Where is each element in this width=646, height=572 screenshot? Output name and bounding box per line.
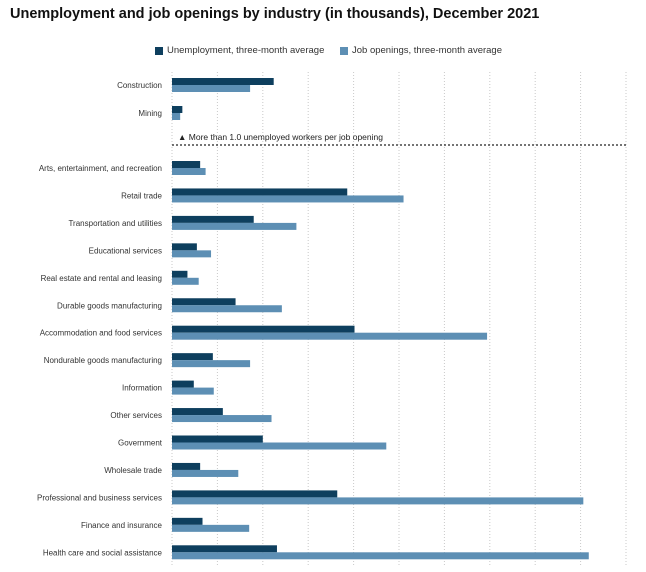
bar-unemployment	[172, 270, 188, 278]
category-label: Retail trade	[121, 191, 162, 200]
bar-job-openings	[172, 387, 214, 395]
bar-job-openings	[172, 552, 589, 560]
bar-job-openings	[172, 85, 251, 92]
category-label: Educational services	[89, 246, 162, 255]
bar-unemployment	[172, 490, 338, 498]
bar-job-openings	[172, 524, 250, 532]
legend-swatch-unemployment	[155, 46, 163, 55]
bar-job-openings	[172, 415, 272, 423]
bar-unemployment	[172, 298, 236, 306]
bar-unemployment	[172, 353, 213, 361]
bar-unemployment	[172, 517, 203, 525]
category-label: Professional and business services	[37, 493, 162, 502]
category-label: Nondurable goods manufacturing	[44, 356, 162, 365]
category-label: Finance and insurance	[81, 521, 162, 530]
bar-unemployment	[172, 380, 194, 388]
legend-label-job-openings: Job openings, three-month average	[352, 45, 502, 56]
bar-job-openings	[172, 360, 251, 368]
legend-item-job-openings: Job openings, three-month average	[340, 45, 502, 56]
legend: Unemployment, three-month average Job op…	[0, 45, 646, 59]
bar-job-openings	[172, 469, 239, 477]
bar-job-openings	[172, 277, 199, 285]
annotation-text: ▲ More than 1.0 unemployed workers per j…	[178, 132, 383, 142]
bar-unemployment	[172, 435, 263, 443]
category-label: Accommodation and food services	[40, 329, 162, 338]
bar-unemployment	[172, 161, 201, 168]
bar-unemployment	[172, 215, 254, 223]
category-label: Health care and social assistance	[43, 548, 163, 557]
category-label: Mining	[138, 109, 162, 118]
category-label: Government	[118, 439, 163, 448]
bar-unemployment	[172, 408, 223, 416]
bar-unemployment	[172, 106, 183, 113]
category-label: Arts, entertainment, and recreation	[39, 164, 162, 173]
bar-job-openings	[172, 305, 282, 313]
bar-job-openings	[172, 442, 387, 450]
category-label: Durable goods manufacturing	[57, 301, 162, 310]
bar-job-openings	[172, 168, 206, 175]
bar-job-openings	[172, 222, 297, 230]
bar-job-openings	[172, 497, 584, 505]
bar-job-openings	[172, 113, 181, 120]
bar-job-openings	[172, 332, 488, 340]
bar-unemployment	[172, 188, 348, 196]
bar-unemployment	[172, 243, 197, 251]
legend-swatch-job-openings	[340, 46, 348, 55]
category-label: Wholesale trade	[104, 466, 162, 475]
category-label: Information	[122, 384, 162, 393]
bar-unemployment	[172, 545, 277, 553]
category-label: Transportation and utilities	[68, 219, 162, 228]
category-label: Construction	[117, 81, 162, 90]
bar-unemployment	[172, 325, 355, 333]
bar-unemployment	[172, 462, 201, 470]
bar-job-openings	[172, 195, 404, 203]
category-label: Real estate and rental and leasing	[41, 274, 162, 283]
bar-unemployment	[172, 78, 274, 85]
chart-title: Unemployment and job openings by industr…	[10, 6, 540, 22]
legend-label-unemployment: Unemployment, three-month average	[167, 45, 325, 56]
legend-item-unemployment: Unemployment, three-month average	[155, 45, 324, 56]
bar-job-openings	[172, 250, 212, 258]
category-label: Other services	[110, 411, 162, 420]
